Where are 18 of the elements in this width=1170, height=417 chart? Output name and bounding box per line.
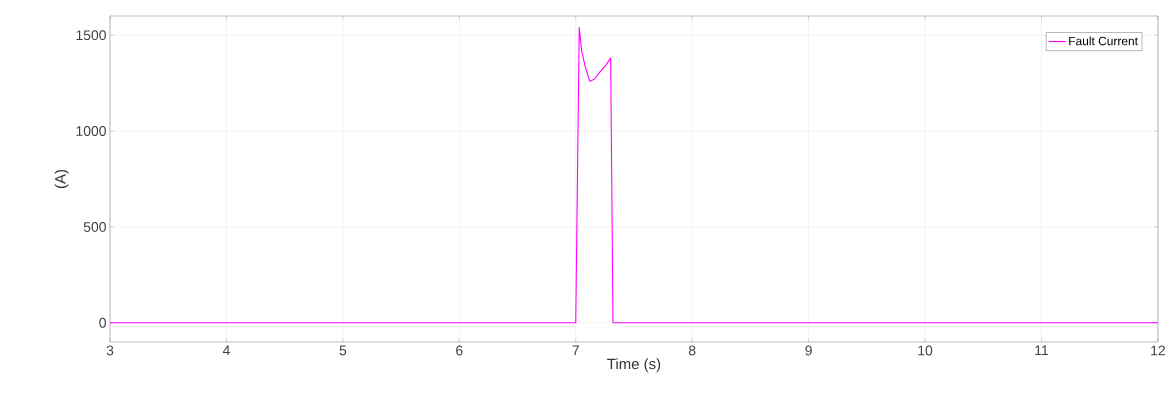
legend-label: Fault Current bbox=[1069, 36, 1138, 46]
y-tick-label: 0 bbox=[99, 317, 106, 328]
y-tick-label: 1500 bbox=[76, 30, 106, 41]
x-tick-label: 3 bbox=[106, 345, 114, 356]
y-axis-title: (A) bbox=[54, 169, 69, 189]
y-tick-label: 500 bbox=[83, 221, 106, 232]
line-series bbox=[110, 26, 1158, 324]
x-tick-label: 11 bbox=[1035, 345, 1049, 356]
x-tick-label: 7 bbox=[572, 345, 579, 356]
y-tick-label: 1000 bbox=[76, 126, 106, 136]
x-tick-label: 10 bbox=[918, 345, 933, 356]
x-tick-label: 5 bbox=[339, 345, 347, 356]
x-tick-label: 4 bbox=[222, 345, 230, 356]
x-tick-label: 8 bbox=[688, 345, 696, 356]
x-axis-title: Time (s) bbox=[607, 358, 661, 373]
x-tick-label: 6 bbox=[456, 345, 463, 356]
x-tick-label: 12 bbox=[1151, 345, 1165, 356]
x-tick-label: 9 bbox=[805, 345, 812, 356]
